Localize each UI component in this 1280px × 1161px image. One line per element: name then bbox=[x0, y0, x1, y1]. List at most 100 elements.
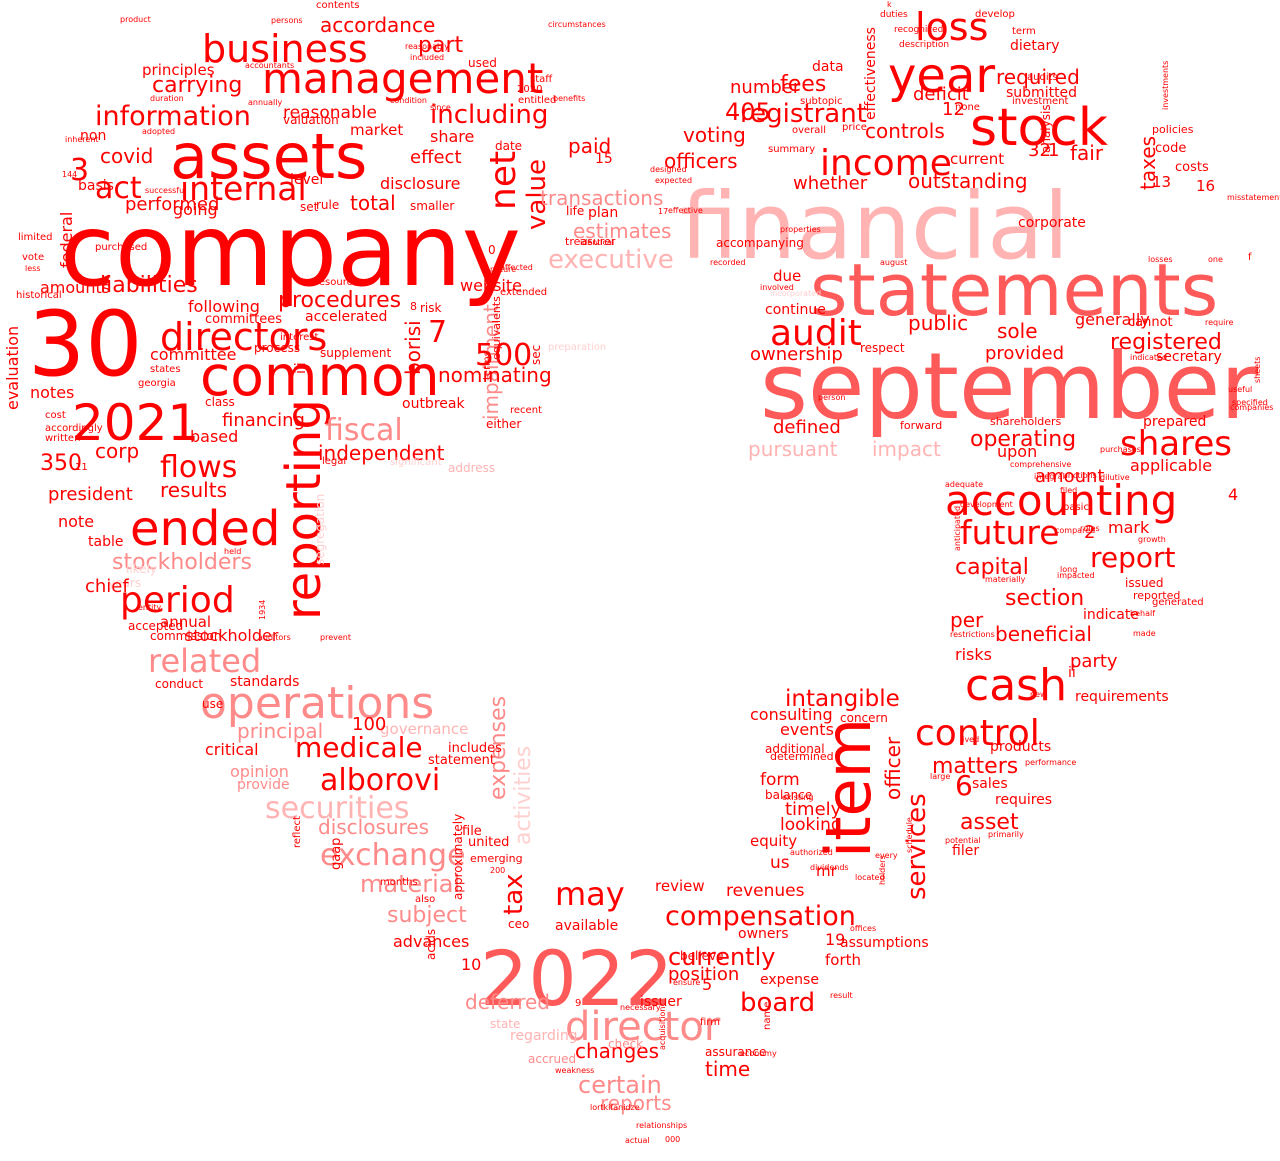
word-0: 0 bbox=[488, 243, 496, 257]
word-liabilities: liabilities bbox=[100, 273, 198, 298]
word-comprehensive: comprehensive bbox=[1010, 460, 1071, 469]
word-whether: whether bbox=[793, 173, 868, 194]
word-accelerated: accelerated bbox=[305, 309, 387, 325]
word-life: life bbox=[566, 204, 584, 218]
word-relationships: relationships bbox=[636, 1121, 687, 1130]
word-accordingly: accordingly bbox=[45, 423, 103, 434]
word-since: since bbox=[430, 103, 451, 112]
word-sheets: sheets bbox=[1253, 357, 1262, 383]
word-form: form bbox=[760, 770, 800, 790]
word-restrictions: restrictions bbox=[950, 630, 995, 639]
word-notes: notes bbox=[30, 383, 74, 402]
word-product: product bbox=[120, 15, 151, 24]
word-inherent: inherent bbox=[65, 135, 99, 144]
word-2022: 2022 bbox=[480, 934, 673, 1023]
word-file: file bbox=[462, 824, 482, 839]
word-3: 3 bbox=[70, 153, 89, 188]
word-nature: nature bbox=[490, 265, 516, 274]
word-intangible: intangible bbox=[785, 686, 900, 712]
word-entitled: entitled bbox=[518, 95, 556, 106]
word-firm: firm bbox=[700, 1017, 720, 1028]
word-voting: voting bbox=[683, 123, 746, 147]
word-anticipated: anticipated bbox=[953, 506, 962, 551]
word-deficit: deficit bbox=[913, 84, 969, 105]
word-outstanding: outstanding bbox=[908, 169, 1028, 193]
word-part: part bbox=[418, 33, 463, 58]
word-prepared: prepared bbox=[1143, 414, 1206, 430]
word-forward: forward bbox=[900, 419, 942, 432]
word-functions: functions bbox=[1060, 471, 1097, 480]
word-prevent: prevent bbox=[320, 633, 351, 642]
word-19: 19 bbox=[825, 930, 845, 949]
word-impacted: impacted bbox=[1057, 571, 1095, 580]
word-assurance: assurance bbox=[705, 1045, 766, 1059]
word-actual: actual bbox=[625, 1136, 650, 1145]
word-schedule: schedule bbox=[905, 817, 914, 853]
word-including: including bbox=[430, 100, 548, 130]
word-4: 4 bbox=[1228, 485, 1238, 504]
word-directors: directors bbox=[160, 315, 327, 359]
word-operating: operating bbox=[970, 427, 1076, 452]
word-balance: balance bbox=[765, 788, 812, 802]
word-non: non bbox=[80, 128, 106, 144]
word-based: based bbox=[190, 427, 238, 446]
word-year: year bbox=[888, 48, 995, 104]
word-purchases: purchases bbox=[1100, 445, 1141, 454]
word-000: 000 bbox=[665, 1135, 680, 1144]
word-basis: basis bbox=[78, 178, 114, 194]
word-significant: significant bbox=[390, 457, 442, 468]
word-accordance: accordance bbox=[320, 13, 435, 37]
word-act: act bbox=[95, 171, 142, 206]
word-historical: historical bbox=[16, 290, 62, 301]
word-activities: activities bbox=[511, 746, 536, 845]
word-estimates: estimates bbox=[573, 219, 671, 243]
word-services: services bbox=[902, 793, 932, 900]
word-certain: certain bbox=[578, 1071, 662, 1099]
word-plan: plan bbox=[588, 205, 618, 221]
word-equivalents: equivalents bbox=[490, 296, 503, 360]
word-available: available bbox=[555, 918, 618, 934]
word-events: events bbox=[780, 720, 834, 739]
word-recent: recent bbox=[510, 405, 542, 416]
word-summary: summary bbox=[768, 144, 815, 155]
word-405: 405 bbox=[725, 98, 771, 126]
word-350: 350 bbox=[40, 451, 82, 476]
word-shareholders: shareholders bbox=[990, 415, 1062, 428]
word-securities: securities bbox=[265, 791, 409, 826]
word-misstatement: misstatement bbox=[1227, 193, 1280, 202]
word-matters: matters bbox=[932, 754, 1018, 779]
word-director: director bbox=[565, 1004, 721, 1050]
word-medicale: medicale bbox=[295, 731, 423, 764]
word-sole: sole bbox=[997, 319, 1038, 343]
word-valuation: valuation bbox=[283, 113, 339, 127]
word-develop: develop bbox=[975, 9, 1015, 20]
word-use: use bbox=[202, 697, 223, 711]
word-principles: principles bbox=[142, 61, 215, 79]
word-internal: internal bbox=[180, 169, 307, 208]
word-2020: 2020 bbox=[517, 84, 542, 95]
word-ensure: ensure bbox=[673, 978, 700, 987]
word-5: 5 bbox=[702, 975, 712, 994]
word-board: board bbox=[740, 988, 815, 1018]
word-reasonably: reasonably bbox=[405, 42, 449, 51]
word-additional: additional bbox=[765, 742, 825, 756]
word-net: net bbox=[483, 151, 524, 210]
word-stock: stock bbox=[970, 98, 1108, 158]
word-limited: limited bbox=[18, 232, 53, 243]
word-accrued: accrued bbox=[528, 1052, 576, 1066]
word-behalf: behalf bbox=[1130, 609, 1155, 618]
word-effective: effective bbox=[668, 206, 703, 215]
word-one: one bbox=[1208, 255, 1223, 264]
word-years: years bbox=[108, 576, 141, 590]
word-500: 500 bbox=[475, 338, 532, 373]
word-persons: persons bbox=[271, 16, 303, 25]
word-contents: contents bbox=[316, 0, 360, 11]
word-number: number bbox=[730, 77, 801, 98]
word-acquisition: acquisition bbox=[658, 1007, 667, 1050]
word-dietary: dietary bbox=[1010, 38, 1060, 54]
word-includes: includes bbox=[448, 741, 502, 756]
word-sales: sales bbox=[972, 776, 1008, 792]
word-value: value bbox=[522, 159, 552, 230]
word-august: august bbox=[880, 258, 907, 267]
word-30: 30 bbox=[28, 292, 143, 397]
